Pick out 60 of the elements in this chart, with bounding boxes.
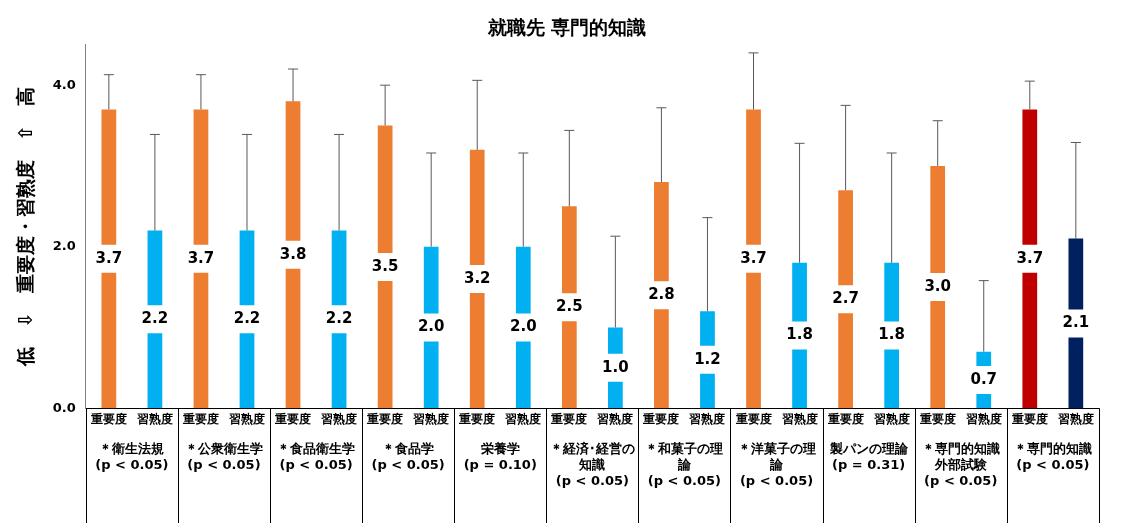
y-tick-label: 2.0: [52, 238, 76, 254]
data-label: 2.0: [417, 317, 445, 336]
text: 重要度: [735, 412, 772, 427]
data-label: 1.2: [694, 349, 721, 368]
series-label: 重要度: [89, 412, 127, 427]
text: 習熟度: [505, 412, 542, 427]
y-tick-label: 4.0: [52, 76, 76, 92]
data-label: 3.7: [1016, 248, 1044, 267]
text: 重要度: [182, 412, 219, 427]
text: 重要度: [275, 412, 312, 427]
text: 習熟度: [781, 412, 818, 427]
data-label: 3.5: [371, 256, 399, 275]
series-label: 習熟度: [136, 412, 173, 427]
text: 重要度: [551, 412, 588, 427]
text: 習熟度: [965, 412, 1002, 427]
data-label: 3.7: [740, 248, 767, 267]
data-label: 3.2: [463, 268, 491, 287]
text: 習熟度: [689, 412, 726, 427]
x-tick-label: 製パンの理論 (p = 0.31): [828, 441, 909, 472]
y-axis-title: 低 ⇩ 重要度・習熟度 ⇧ 高: [14, 87, 37, 367]
text: 重要度: [827, 412, 864, 427]
text: 習熟度: [321, 412, 358, 427]
text: 習熟度: [228, 412, 265, 427]
data-label: 2.0: [509, 317, 537, 336]
data-label: 0.7: [970, 369, 998, 388]
data-label: 2.2: [141, 309, 169, 328]
x-tick-label: ＊洋菓子の理論 (p < 0.05): [737, 441, 816, 488]
text: 重要度: [459, 412, 496, 427]
x-tick-label: 栄養学 (p = 0.10): [463, 441, 537, 472]
text: 習熟度: [413, 412, 450, 427]
chart-title: 就職先 専門的知識: [486, 16, 647, 39]
data-label: 3.7: [187, 248, 215, 267]
data-label: 2.1: [1062, 313, 1090, 332]
x-tick-label: ＊衛生法規 (p < 0.05): [95, 441, 169, 472]
text: 習熟度: [597, 412, 634, 427]
text: 重要度: [367, 412, 404, 427]
data-label: 2.5: [556, 297, 583, 316]
data-label: 1.0: [602, 357, 629, 376]
text: 習熟度: [873, 412, 910, 427]
x-tick-label: ＊経済･経営の知識 (p < 0.05): [549, 441, 635, 488]
x-tick-label: ＊和菓子の理論 (p < 0.05): [645, 441, 724, 488]
text: 重要度: [1011, 412, 1048, 427]
x-tick-label: ＊専門的知識外部試験 (p < 0.05): [921, 441, 1000, 488]
data-label: 1.8: [878, 325, 905, 344]
data-label: 2.8: [648, 285, 675, 304]
x-tick-label: ＊食品学 (p < 0.05): [371, 441, 445, 472]
text: 重要度: [643, 412, 680, 427]
data-label: 2.2: [233, 309, 261, 328]
x-tick-label: ＊食品衛生学 (p < 0.05): [277, 441, 356, 472]
data-label: 2.7: [832, 289, 859, 308]
data-label: 2.2: [325, 309, 353, 328]
data-label: 3.8: [279, 244, 307, 263]
text: 習熟度: [1057, 412, 1094, 427]
data-label: 3.0: [924, 276, 951, 295]
x-tick-label: ＊専門的知識 (p < 0.05): [1013, 441, 1092, 472]
y-tick-label: 0.0: [52, 399, 76, 415]
x-tick-label: ＊公衆衛生学 (p < 0.05): [184, 441, 263, 472]
data-label: 3.7: [95, 248, 123, 267]
data-label: 1.8: [786, 325, 813, 344]
text: 重要度: [919, 412, 956, 427]
